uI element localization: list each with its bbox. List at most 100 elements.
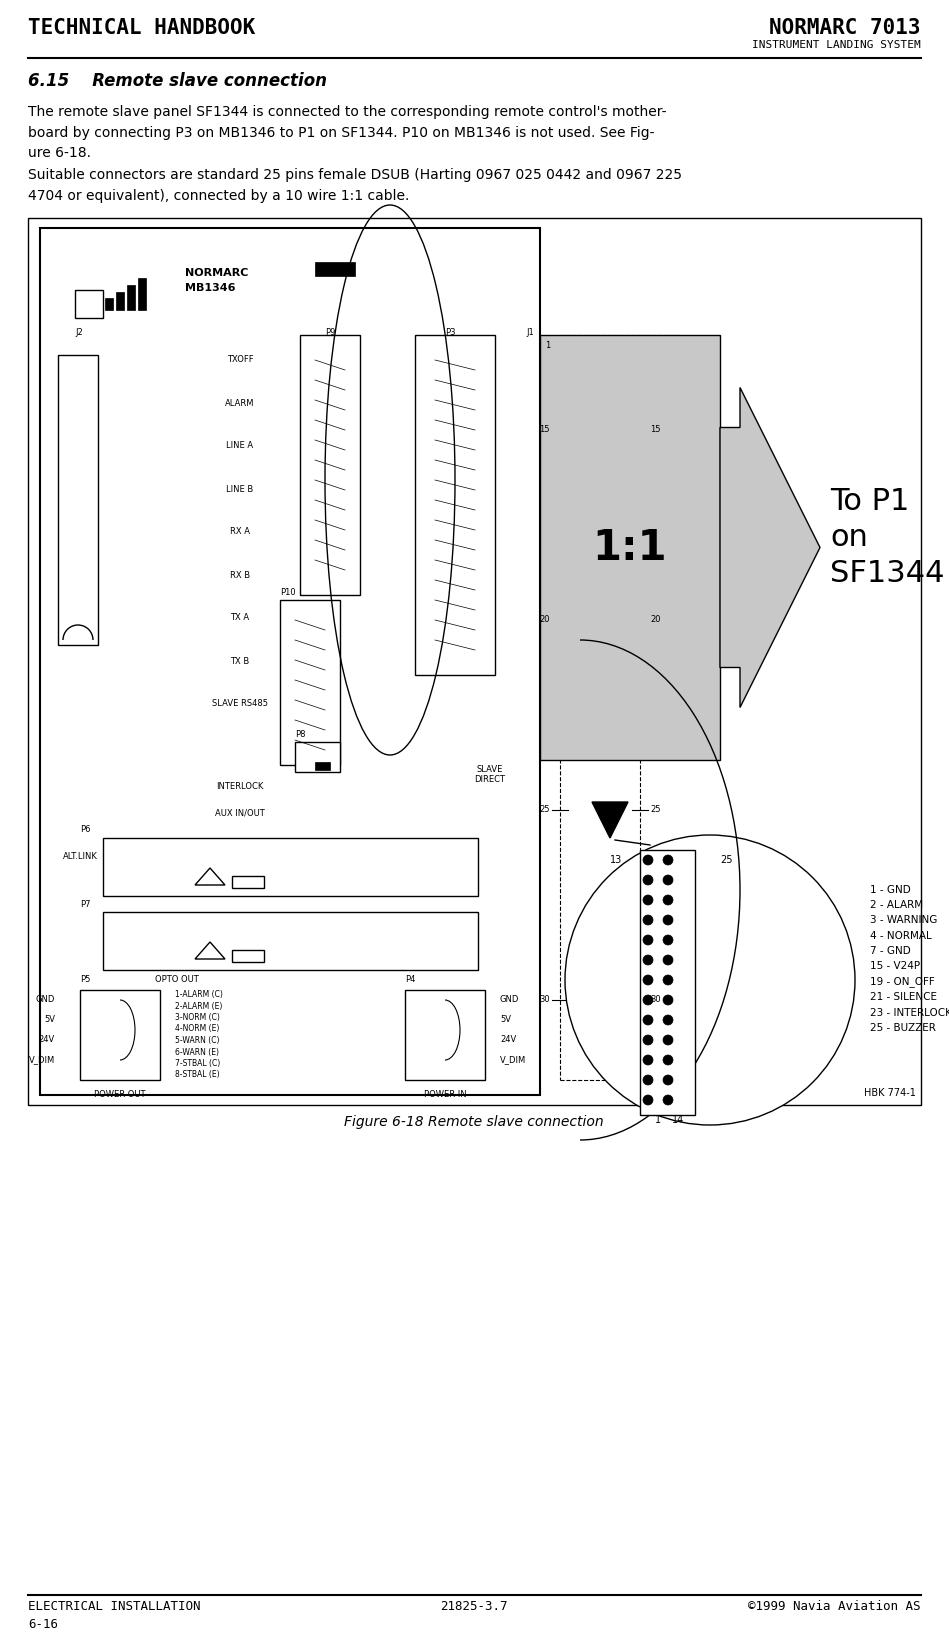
Circle shape [643, 855, 653, 865]
Text: P6: P6 [80, 826, 90, 834]
Text: The remote slave panel SF1344 is connected to the corresponding remote control's: The remote slave panel SF1344 is connect… [28, 104, 666, 160]
Text: 1-ALARM (C): 1-ALARM (C) [175, 991, 223, 999]
Bar [105, 299, 113, 310]
Bar [295, 743, 340, 772]
Text: SLAVE
DIRECT: SLAVE DIRECT [474, 765, 506, 785]
Text: P10: P10 [280, 588, 296, 597]
Text: 30: 30 [650, 996, 661, 1005]
Circle shape [663, 1075, 673, 1085]
Text: 6-16: 6-16 [28, 1617, 58, 1630]
Text: OPTO OUT: OPTO OUT [155, 974, 198, 984]
Circle shape [643, 875, 653, 885]
Text: Suitable connectors are standard 25 pins female DSUB (Harting 0967 025 0442 and : Suitable connectors are standard 25 pins… [28, 168, 682, 202]
Circle shape [643, 1015, 653, 1025]
Text: P5: P5 [80, 974, 90, 984]
Bar [315, 263, 355, 276]
Text: INSTRUMENT LANDING SYSTEM: INSTRUMENT LANDING SYSTEM [753, 41, 921, 51]
Circle shape [663, 916, 673, 925]
Circle shape [663, 955, 673, 965]
Circle shape [663, 974, 673, 986]
Text: 7-STBAL (C): 7-STBAL (C) [175, 1059, 220, 1067]
Text: J2: J2 [75, 328, 83, 336]
Bar [232, 876, 264, 888]
Text: POWER IN: POWER IN [423, 1090, 466, 1098]
Text: 1: 1 [545, 341, 550, 349]
Text: TECHNICAL HANDBOOK: TECHNICAL HANDBOOK [28, 18, 255, 38]
Text: TX A: TX A [231, 614, 250, 622]
Circle shape [643, 1054, 653, 1066]
Text: 21825-3.7: 21825-3.7 [440, 1599, 508, 1612]
Text: 1 - GND
2 - ALARM
3 - WARNING
4 - NORMAL
7 - GND
15 - V24P
19 - ON_OFF
21 - SILE: 1 - GND 2 - ALARM 3 - WARNING 4 - NORMAL… [870, 885, 949, 1033]
Circle shape [643, 996, 653, 1005]
Text: 13: 13 [610, 855, 622, 865]
Bar [103, 912, 478, 969]
Text: INTERLOCK: INTERLOCK [216, 782, 264, 792]
Text: P9: P9 [325, 328, 335, 336]
Circle shape [663, 855, 673, 865]
Text: 5-WARN (C): 5-WARN (C) [175, 1036, 219, 1044]
Text: J1: J1 [526, 328, 534, 336]
Text: 30: 30 [539, 996, 550, 1005]
Text: 24V: 24V [39, 1035, 55, 1044]
Circle shape [643, 894, 653, 906]
Bar [75, 290, 103, 318]
Text: 5V: 5V [44, 1015, 55, 1025]
Text: 1:1: 1:1 [593, 527, 667, 568]
Polygon shape [720, 387, 820, 708]
Text: SLAVE RS485: SLAVE RS485 [212, 700, 268, 708]
Text: NORMARC: NORMARC [185, 268, 249, 277]
Circle shape [643, 1095, 653, 1105]
Bar [315, 762, 330, 770]
Text: ELECTRICAL INSTALLATION: ELECTRICAL INSTALLATION [28, 1599, 200, 1612]
Circle shape [663, 1095, 673, 1105]
Text: 3-NORM (C): 3-NORM (C) [175, 1013, 220, 1022]
Text: 25: 25 [539, 806, 550, 814]
Bar [540, 335, 720, 761]
Bar [405, 991, 485, 1080]
Text: ALARM: ALARM [225, 398, 254, 408]
Text: V_DIM: V_DIM [28, 1056, 55, 1064]
Polygon shape [592, 801, 628, 837]
Bar [116, 292, 124, 310]
Text: P7: P7 [80, 899, 90, 909]
Circle shape [663, 1054, 673, 1066]
Text: TX B: TX B [231, 656, 250, 666]
Text: POWER OUT: POWER OUT [94, 1090, 146, 1098]
Bar [138, 277, 146, 310]
Text: V_DIM: V_DIM [500, 1056, 527, 1064]
Circle shape [663, 894, 673, 906]
Bar [127, 286, 135, 310]
Text: ALT.LINK: ALT.LINK [63, 852, 98, 862]
Text: 20: 20 [650, 615, 661, 625]
Circle shape [643, 955, 653, 965]
Text: GND: GND [36, 996, 55, 1005]
Text: GND: GND [500, 996, 519, 1005]
Text: LINE B: LINE B [227, 485, 253, 493]
Text: 25: 25 [650, 806, 661, 814]
Text: AUX IN/OUT: AUX IN/OUT [215, 808, 265, 818]
Circle shape [565, 836, 855, 1124]
Text: RX A: RX A [230, 527, 250, 537]
Text: 6.15    Remote slave connection: 6.15 Remote slave connection [28, 72, 327, 90]
Circle shape [663, 935, 673, 945]
Circle shape [643, 935, 653, 945]
Text: TXOFF: TXOFF [227, 356, 253, 364]
Circle shape [643, 974, 653, 986]
Bar [300, 335, 360, 596]
Text: 8-STBAL (E): 8-STBAL (E) [175, 1071, 219, 1079]
Text: NORMARC 7013: NORMARC 7013 [770, 18, 921, 38]
Text: 14: 14 [672, 1115, 684, 1124]
Bar [28, 219, 921, 1105]
Text: 4-NORM (E): 4-NORM (E) [175, 1025, 219, 1033]
Bar [640, 850, 695, 1115]
Bar [280, 601, 340, 765]
Text: 2-ALARM (E): 2-ALARM (E) [175, 1002, 222, 1010]
Circle shape [663, 1015, 673, 1025]
Text: ©1999 Navia Aviation AS: ©1999 Navia Aviation AS [749, 1599, 921, 1612]
Circle shape [643, 1075, 653, 1085]
Circle shape [643, 1035, 653, 1044]
Circle shape [663, 996, 673, 1005]
Text: 1: 1 [655, 1115, 661, 1124]
Circle shape [643, 916, 653, 925]
Text: 15: 15 [539, 426, 550, 434]
